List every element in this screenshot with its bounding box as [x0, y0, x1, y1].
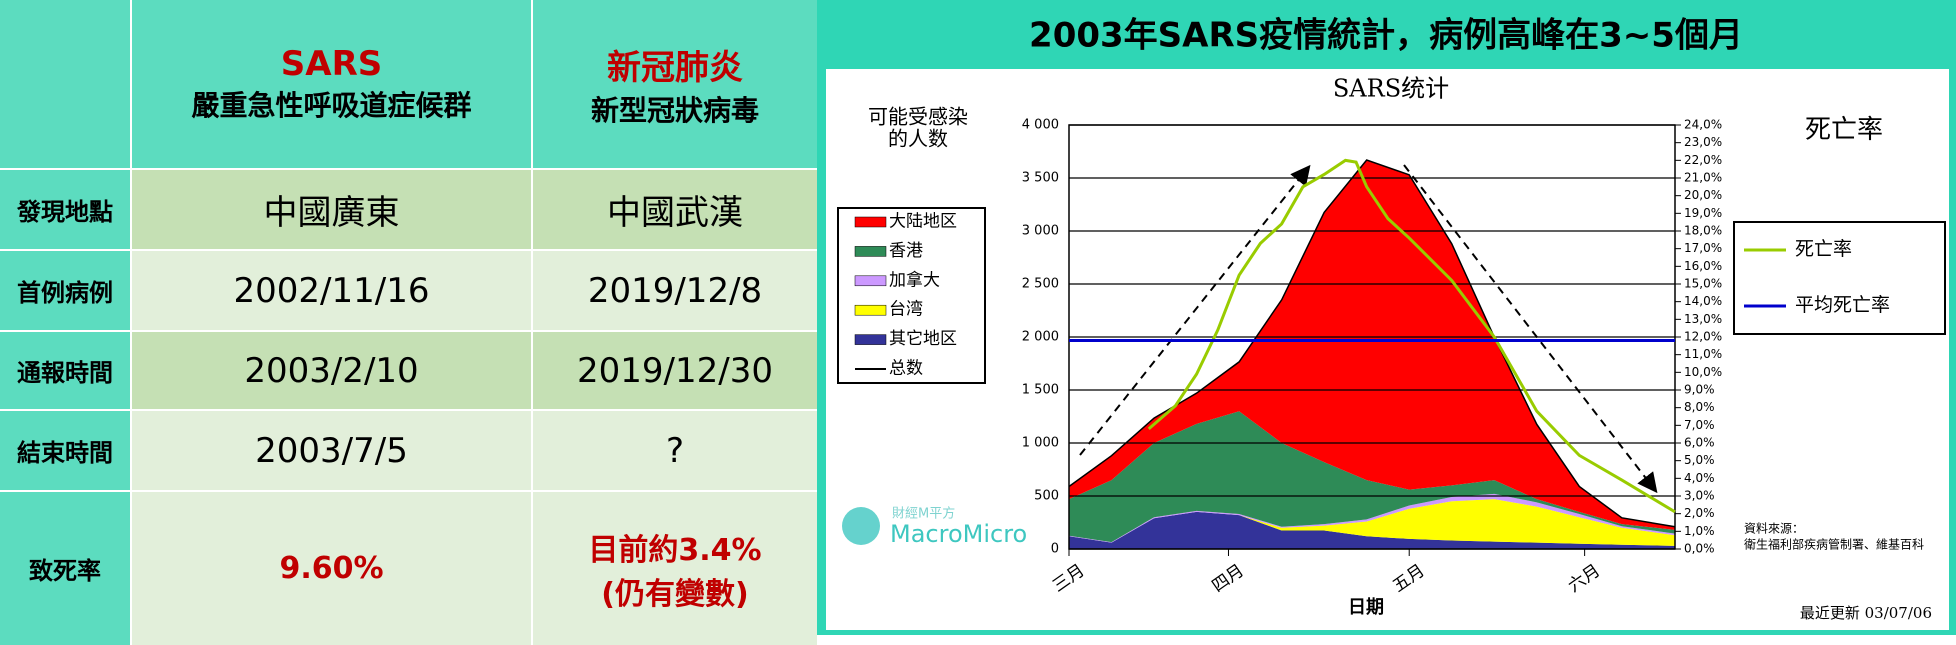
y2-tick-label: 6,0%	[1684, 436, 1715, 450]
y-axis-label: 的人数	[888, 127, 948, 151]
y-tick-label: 3 500	[1022, 171, 1059, 186]
y2-tick-label: 5,0%	[1684, 453, 1715, 467]
legend-swatch	[854, 334, 887, 345]
legend-label: 总数	[889, 359, 923, 379]
y2-tick-label: 3,0%	[1684, 489, 1715, 503]
legend-label: 台湾	[889, 300, 923, 320]
panel-title: 2003年SARS疫情統計，病例高峰在3~5個月	[1029, 16, 1743, 56]
area	[1069, 493, 1675, 543]
legend-box	[1733, 221, 1946, 335]
y2-tick-label: 15,0%	[1684, 277, 1722, 291]
header-title: SARS	[280, 44, 383, 84]
y2-axis-label: 死亡率	[1805, 115, 1883, 145]
y2-tick-label: 9,0%	[1684, 383, 1715, 397]
y2-tick-label: 18,0%	[1684, 224, 1722, 238]
corner	[0, 0, 130, 168]
row-label: 結束時間	[0, 411, 130, 490]
y-tick-label: 3 000	[1022, 224, 1059, 239]
comparison-table: SARS 嚴重急性呼吸道症候群 新冠肺炎新型冠狀病毒 發現地點 中國廣東 中國武漢…	[0, 0, 817, 645]
cell: 中國武漢	[533, 170, 817, 249]
cell: 2003/7/5	[132, 411, 531, 490]
watermark: MacroMicro	[890, 520, 1027, 548]
area	[1069, 511, 1675, 549]
header-subtitle: 新型冠狀病毒	[590, 93, 759, 127]
y2-tick-label: 7,0%	[1684, 418, 1715, 432]
legend-label: 香港	[889, 241, 923, 261]
y2-tick-label: 20,0%	[1684, 188, 1722, 202]
y2-tick-label: 13,0%	[1684, 312, 1722, 326]
source: 資料來源：	[1744, 522, 1804, 536]
y-tick-label: 0	[1051, 542, 1059, 557]
row-label: 通報時間	[0, 332, 130, 409]
y-tick-label: 2 500	[1022, 277, 1059, 292]
header-cell: 新冠肺炎新型冠狀病毒	[533, 0, 817, 168]
y2-tick-label: 24,0%	[1684, 118, 1722, 132]
line	[1147, 158, 1676, 514]
y2-tick-label: 23,0%	[1684, 135, 1722, 149]
cell: 2002/11/16	[132, 251, 531, 330]
cell-text: 目前約3.4%	[588, 532, 762, 568]
y2-tick-label: 12,0%	[1684, 330, 1722, 344]
source: 衛生福利部疾病管制署、維基百科	[1744, 537, 1924, 552]
watermark-icon	[842, 507, 880, 545]
watermark: 財經M平方	[892, 506, 955, 522]
y2-tick-label: 10,0%	[1684, 365, 1722, 379]
y2-tick-label: 1,0%	[1684, 524, 1715, 538]
update-note: 最近更新 03/07/06	[1800, 604, 1932, 622]
y-axis-label: 可能受感染	[868, 105, 968, 129]
legend-label: 平均死亡率	[1795, 294, 1890, 316]
area	[1069, 499, 1675, 546]
legend-label: 其它地区	[889, 329, 957, 349]
legend-box	[837, 207, 986, 384]
y2-tick-label: 17,0%	[1684, 241, 1722, 255]
legend-swatch	[854, 275, 887, 287]
legend-swatch	[854, 304, 887, 316]
x-axis-label: 日期	[1348, 597, 1384, 618]
y-tick-label: 500	[1034, 489, 1059, 504]
area	[1069, 411, 1675, 543]
y2-tick-label: 16,0%	[1684, 259, 1722, 273]
y2-tick-label: 4,0%	[1684, 471, 1715, 485]
legend-label: 加拿大	[889, 269, 940, 290]
cell: 2003/2/10	[132, 332, 531, 409]
row-label: 發現地點	[0, 170, 130, 249]
row-label: 首例病例	[0, 251, 130, 330]
cell: 2019/12/8	[533, 251, 817, 330]
legend-label: 大陆地区	[889, 212, 957, 232]
cell: 2019/12/30	[533, 332, 817, 409]
cell: 9.60%	[132, 492, 531, 645]
y2-tick-label: 2,0%	[1684, 506, 1715, 520]
y2-tick-label: 11,0%	[1684, 347, 1722, 361]
legend-label: 死亡率	[1795, 238, 1852, 260]
legend-swatch	[854, 216, 887, 228]
legend-swatch	[854, 246, 887, 257]
trend-arrow	[1079, 164, 1311, 456]
header-cell: SARS 嚴重急性呼吸道症候群	[132, 0, 531, 168]
y2-tick-label: 14,0%	[1684, 294, 1722, 308]
y2-tick-label: 0,0%	[1684, 542, 1715, 556]
header-title: 新冠肺炎	[607, 47, 743, 88]
row-label: 致死率	[0, 492, 130, 645]
y2-tick-label: 21,0%	[1684, 171, 1722, 185]
trend-arrow	[1403, 164, 1658, 494]
header-subtitle: 嚴重急性呼吸道症候群	[191, 89, 472, 122]
y-tick-label: 1 000	[1022, 436, 1059, 451]
y-tick-label: 2 000	[1022, 330, 1059, 345]
plot-frame	[1068, 124, 1676, 550]
y2-tick-label: 19,0%	[1684, 206, 1722, 220]
cell: ?	[533, 411, 817, 490]
y2-tick-label: 8,0%	[1684, 400, 1715, 414]
line	[1068, 159, 1676, 528]
chart-title: SARS统计	[1333, 75, 1449, 103]
cell-note: (仍有變數)	[601, 576, 749, 612]
y-tick-label: 4 000	[1022, 118, 1059, 133]
cell: 目前約3.4% (仍有變數)	[533, 492, 817, 645]
area	[1069, 159, 1675, 530]
cell: 中國廣東	[132, 170, 531, 249]
y-tick-label: 1 500	[1022, 383, 1059, 398]
y2-tick-label: 22,0%	[1684, 153, 1722, 167]
